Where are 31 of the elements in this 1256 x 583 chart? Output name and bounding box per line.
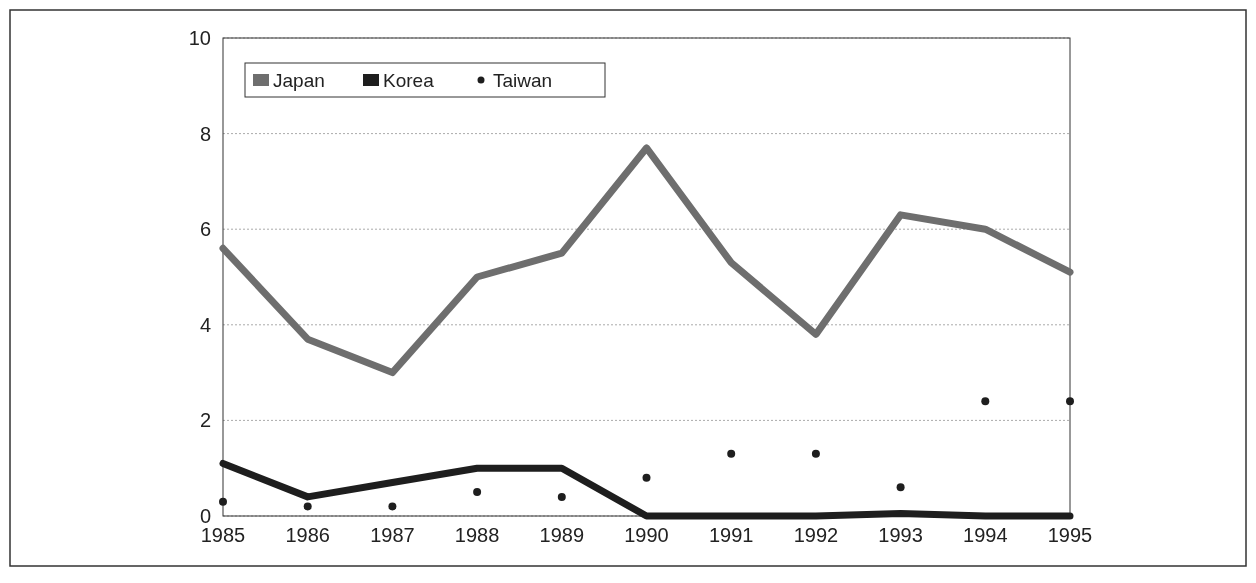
point xyxy=(219,497,227,506)
point xyxy=(727,449,736,458)
x-tick-label: 1989 xyxy=(539,524,585,546)
y-tick-label: 8 xyxy=(199,122,211,145)
x-tick-label: 1987 xyxy=(370,524,415,546)
y-tick-label: 2 xyxy=(199,409,211,432)
point xyxy=(303,502,312,511)
point xyxy=(1066,397,1074,406)
point xyxy=(388,502,397,511)
x-tick-label: 1995 xyxy=(1047,524,1093,546)
x-tick-label: 1988 xyxy=(454,524,500,546)
x-tick-label: 1985 xyxy=(200,524,246,546)
legend-label: Japan xyxy=(273,69,325,91)
y-tick-label: 4 xyxy=(199,313,211,336)
y-tick-label: 10 xyxy=(188,27,211,49)
y-tick-label: 6 xyxy=(199,218,211,241)
x-tick-label: 1990 xyxy=(624,524,669,546)
point xyxy=(981,397,990,406)
x-tick-label: 1994 xyxy=(963,524,1008,546)
legend-label: Korea xyxy=(383,69,435,91)
legend-label: Taiwan xyxy=(493,69,553,91)
y-tick-label: 0 xyxy=(199,505,211,527)
point xyxy=(896,483,905,492)
x-tick-label: 1992 xyxy=(793,524,839,546)
x-tick-label: 1986 xyxy=(285,524,330,546)
x-tick-label: 1991 xyxy=(708,524,754,546)
point xyxy=(557,492,566,501)
point xyxy=(642,473,651,482)
point xyxy=(811,449,820,458)
point xyxy=(473,488,482,497)
x-tick-label: 1993 xyxy=(878,524,923,546)
